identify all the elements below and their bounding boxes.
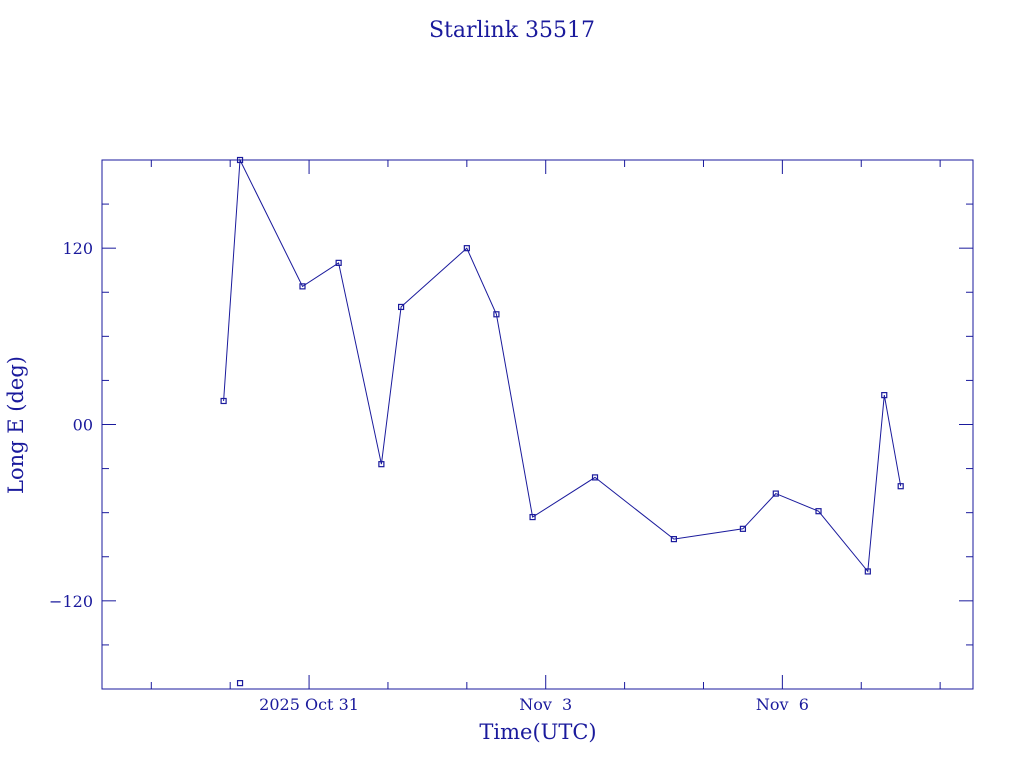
series-group [223, 158, 902, 573]
data-point [529, 513, 536, 521]
y-tick-label: 120 [62, 239, 93, 258]
points-group [220, 156, 904, 687]
chart-title: Starlink 35517 [429, 18, 595, 43]
data-point [299, 283, 306, 290]
series-line [223, 158, 902, 573]
data-point [670, 536, 678, 543]
y-tick-label: 00 [73, 416, 93, 435]
data-point [236, 156, 244, 164]
x-tick-label: Nov 6 [756, 695, 809, 714]
data-point [463, 245, 470, 252]
data-point [493, 311, 500, 318]
data-point [897, 483, 904, 490]
x-tick-label: 2025 Oct 31 [259, 695, 359, 714]
ticks-group [102, 160, 973, 689]
x-axis-label: Time(UTC) [479, 720, 596, 744]
y-tick-label: −120 [49, 592, 93, 611]
isolated-data-point [236, 680, 244, 687]
data-point [815, 508, 822, 515]
data-point [397, 303, 405, 311]
data-point [220, 397, 227, 405]
data-point [772, 490, 779, 497]
data-point [378, 461, 385, 468]
y-axis-label: Long E (deg) [4, 356, 28, 494]
data-point [881, 392, 888, 399]
x-tick-label: Nov 3 [519, 695, 572, 714]
data-point [591, 474, 599, 481]
plot-frame [101, 159, 974, 690]
data-point [739, 525, 747, 532]
data-point [864, 568, 871, 575]
data-point [335, 259, 342, 266]
tick-labels-group: 120 00 −120 2025 Oct 31 Nov 3 Nov 6 [49, 239, 809, 714]
